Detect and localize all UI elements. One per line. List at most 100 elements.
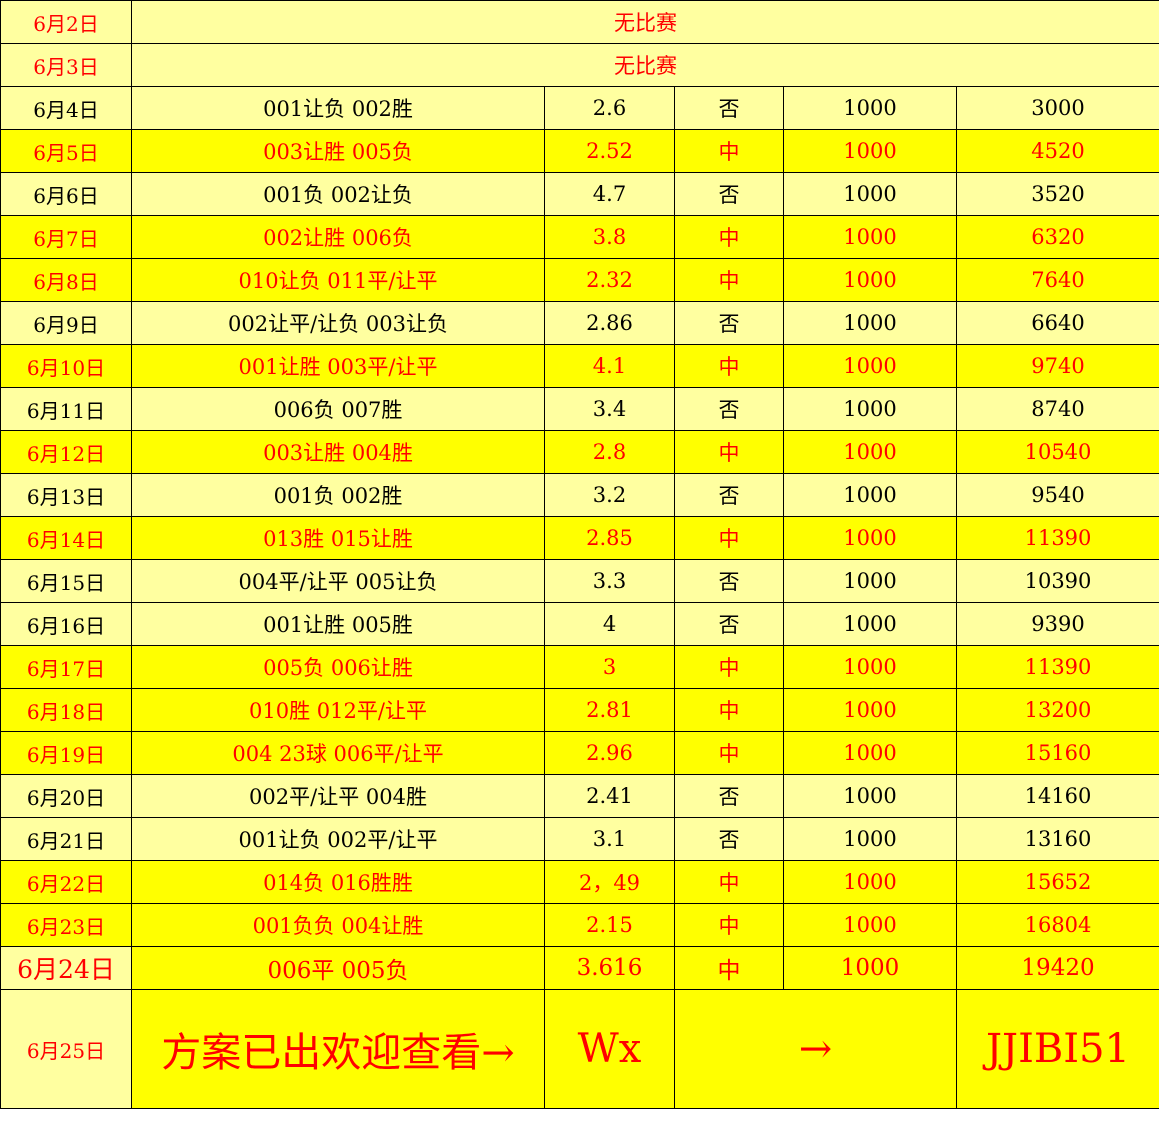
pick-cell: 001让胜 003平/让平 (131, 344, 545, 388)
odds-cell: 2.81 (544, 688, 675, 732)
odds-cell: 2.52 (544, 129, 675, 173)
stake-cell: 1000 (783, 559, 957, 603)
message-cell: 方案已出欢迎查看→ (131, 989, 545, 1109)
stake-cell: 1000 (783, 473, 957, 517)
table-row: 6月9日 002让平/让负 003让负 2.86 否 1000 6640 (0, 301, 1159, 345)
stake-cell: 1000 (783, 774, 957, 818)
odds-cell: 3.4 (544, 387, 675, 431)
stake-cell: 1000 (783, 817, 957, 861)
date-cell: 6月12日 (0, 430, 132, 474)
result-cell: 中 (674, 645, 784, 689)
odds-cell: 3.3 (544, 559, 675, 603)
date-cell: 6月8日 (0, 258, 132, 302)
odds-cell: 2.41 (544, 774, 675, 818)
pick-cell: 001负 002胜 (131, 473, 545, 517)
total-cell: 11390 (955, 516, 1159, 560)
date-cell: 6月14日 (0, 516, 132, 560)
total-cell: 3520 (955, 172, 1159, 216)
table-row: 6月20日 002平/让平 004胜 2.41 否 1000 14160 (0, 774, 1159, 818)
result-cell: 中 (674, 215, 784, 259)
result-cell: 否 (674, 172, 784, 216)
date-cell: 6月7日 (0, 215, 132, 259)
stake-cell: 1000 (783, 387, 957, 431)
pick-cell: 010胜 012平/让平 (131, 688, 545, 732)
table-row: 6月15日 004平/让平 005让负 3.3 否 1000 10390 (0, 559, 1159, 603)
odds-cell: 2.32 (544, 258, 675, 302)
total-cell: 19420 (955, 946, 1159, 990)
pick-cell: 003让胜 004胜 (131, 430, 545, 474)
odds-cell: 2.6 (544, 86, 675, 130)
date-cell: 6月10日 (0, 344, 132, 388)
table-row: 6月10日 001让胜 003平/让平 4.1 中 1000 9740 (0, 344, 1159, 388)
result-cell: 否 (674, 602, 784, 646)
pick-cell: 004 23球 006平/让平 (131, 731, 545, 775)
odds-cell: 2.86 (544, 301, 675, 345)
total-cell: 13200 (955, 688, 1159, 732)
table-row: 6月2日 无比赛 (0, 0, 1159, 44)
date-cell: 6月16日 (0, 602, 132, 646)
total-cell: 9540 (955, 473, 1159, 517)
odds-cell: 4.7 (544, 172, 675, 216)
table-row: 6月21日 001让负 002平/让平 3.1 否 1000 13160 (0, 817, 1159, 861)
result-cell: 中 (674, 946, 784, 990)
result-cell: 否 (674, 387, 784, 431)
table-row: 6月6日 001负 002让负 4.7 否 1000 3520 (0, 172, 1159, 216)
odds-cell: 3.8 (544, 215, 675, 259)
stake-cell: 1000 (783, 516, 957, 560)
result-cell: 中 (674, 731, 784, 775)
result-cell: 否 (674, 301, 784, 345)
date-cell: 6月24日 (0, 946, 132, 990)
result-cell: 中 (674, 860, 784, 904)
betting-record-table: 6月2日 无比赛 6月3日 无比赛 6月4日 001让负 002胜 2.6 否 1000… (0, 0, 1159, 1109)
total-cell: 13160 (955, 817, 1159, 861)
pick-cell: 006平 005负 (131, 946, 545, 990)
date-cell: 6月17日 (0, 645, 132, 689)
result-cell: 否 (674, 473, 784, 517)
stake-cell: 1000 (783, 688, 957, 732)
no-match-cell: 无比赛 (130, 43, 1159, 87)
result-cell: 中 (674, 129, 784, 173)
total-cell: 3000 (955, 86, 1159, 130)
total-cell: 15160 (955, 731, 1159, 775)
table-row: 6月22日 014负 016胜胜 2，49 中 1000 15652 (0, 860, 1159, 904)
arrow-cell: → (674, 989, 957, 1109)
total-cell: 6640 (955, 301, 1159, 345)
result-cell: 中 (674, 903, 784, 947)
result-cell: 中 (674, 688, 784, 732)
result-cell: 否 (674, 774, 784, 818)
table-row: 6月24日 006平 005负 3.616 中 1000 19420 (0, 946, 1159, 990)
wx-cell: Wx (544, 989, 675, 1109)
no-match-cell: 无比赛 (130, 0, 1159, 44)
pick-cell: 002让平/让负 003让负 (131, 301, 545, 345)
odds-cell: 2.96 (544, 731, 675, 775)
table-row: 6月16日 001让胜 005胜 4 否 1000 9390 (0, 602, 1159, 646)
pick-cell: 002让胜 006负 (131, 215, 545, 259)
stake-cell: 1000 (783, 172, 957, 216)
date-cell: 6月6日 (0, 172, 132, 216)
date-cell: 6月13日 (0, 473, 132, 517)
pick-cell: 014负 016胜胜 (131, 860, 545, 904)
odds-cell: 2，49 (544, 860, 675, 904)
stake-cell: 1000 (783, 258, 957, 302)
table-row: 6月17日 005负 006让胜 3 中 1000 11390 (0, 645, 1159, 689)
pick-cell: 010让负 011平/让平 (131, 258, 545, 302)
date-cell: 6月9日 (0, 301, 132, 345)
stake-cell: 1000 (783, 645, 957, 689)
date-cell: 6月20日 (0, 774, 132, 818)
table-row: 6月19日 004 23球 006平/让平 2.96 中 1000 15160 (0, 731, 1159, 775)
stake-cell: 1000 (783, 860, 957, 904)
odds-cell: 2.8 (544, 430, 675, 474)
date-cell: 6月18日 (0, 688, 132, 732)
stake-cell: 1000 (783, 344, 957, 388)
total-cell: 6320 (955, 215, 1159, 259)
stake-cell: 1000 (783, 430, 957, 474)
stake-cell: 1000 (783, 86, 957, 130)
total-cell: 10390 (955, 559, 1159, 603)
odds-cell: 4.1 (544, 344, 675, 388)
total-cell: 9740 (955, 344, 1159, 388)
result-cell: 中 (674, 258, 784, 302)
date-cell: 6月21日 (0, 817, 132, 861)
date-cell: 6月19日 (0, 731, 132, 775)
contact-id-cell: JJIBI51 (955, 989, 1159, 1109)
total-cell: 9390 (955, 602, 1159, 646)
